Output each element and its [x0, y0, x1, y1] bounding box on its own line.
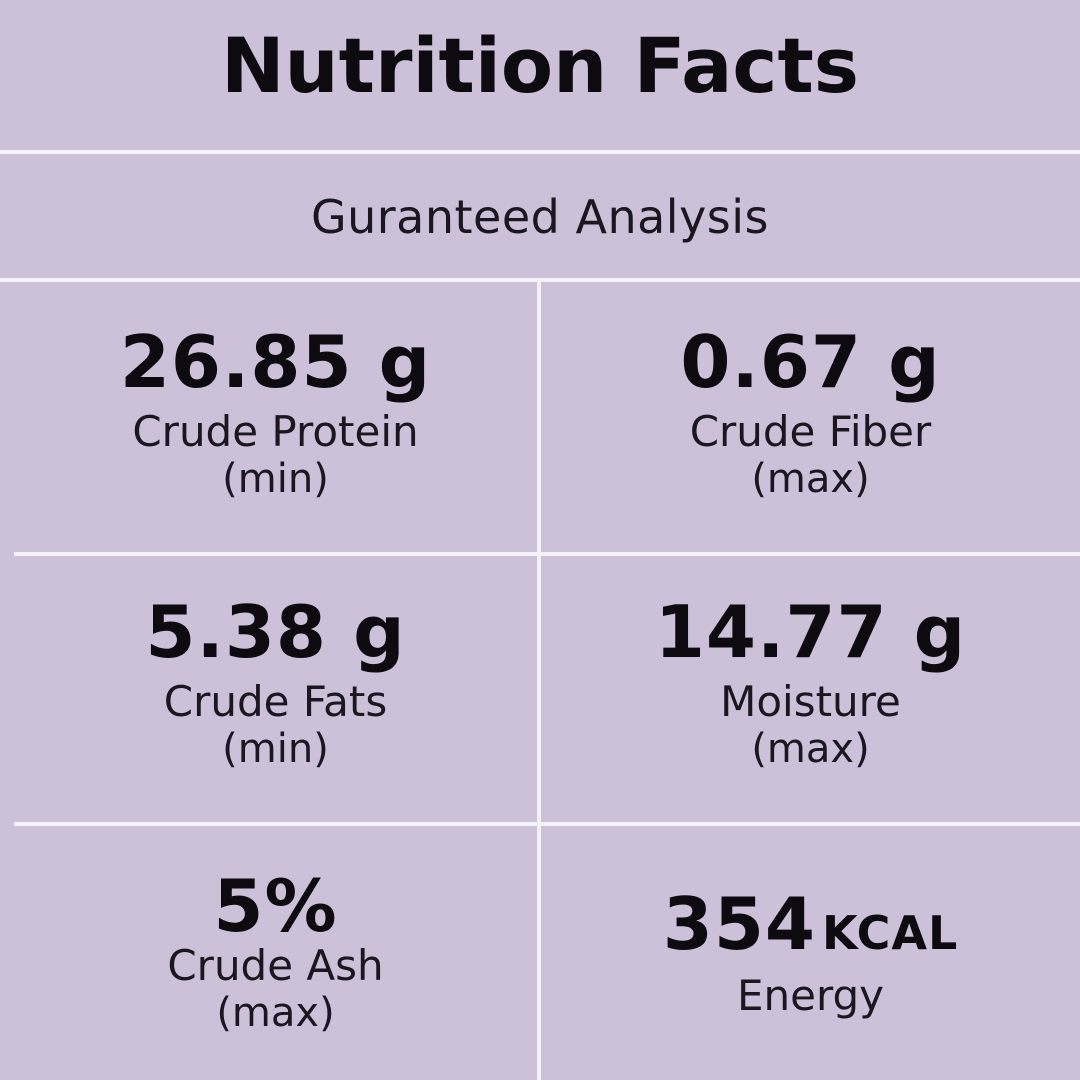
divider-subtitle: [0, 278, 1080, 282]
nutrient-cell-ash: 5% Crude Ash (max): [14, 870, 537, 1036]
nutrient-name: Energy: [736, 971, 885, 1020]
divider-row-1: [14, 552, 1080, 556]
section-subtitle: Guranteed Analysis: [310, 190, 770, 244]
nutrient-cell-fats: 5.38 g Crude Fats (min): [14, 596, 537, 772]
nutrient-qualifier: (max): [751, 726, 870, 773]
nutrient-name: Crude Fats: [163, 677, 388, 726]
divider-column: [537, 282, 541, 1080]
nutrient-value: 5%: [213, 864, 338, 948]
nutrient-name: Crude Protein: [132, 407, 419, 456]
nutrient-value: 14.77 g: [654, 590, 967, 674]
nutrient-value: 5.38 g: [145, 590, 406, 674]
nutrient-value: 26.85 g: [119, 320, 432, 404]
nutrient-qualifier: (max): [751, 456, 870, 503]
nutrient-cell-protein: 26.85 g Crude Protein (min): [14, 326, 537, 502]
divider-title: [0, 150, 1080, 154]
nutrient-value: 0.67 g: [680, 320, 941, 404]
nutrient-value: 354 KCAL: [663, 888, 959, 960]
nutrient-name: Moisture: [720, 677, 901, 726]
page-title: Nutrition Facts: [220, 20, 860, 110]
nutrient-name: Crude Ash: [167, 941, 384, 990]
energy-amount: 354: [662, 882, 817, 966]
nutrient-qualifier: (min): [222, 456, 329, 503]
nutrient-cell-moisture: 14.77 g Moisture (max): [541, 596, 1080, 772]
nutrient-cell-energy: 354 KCAL Energy: [541, 888, 1080, 1020]
divider-row-2: [14, 822, 1080, 826]
nutrient-qualifier: (max): [216, 990, 335, 1037]
energy-unit: KCAL: [822, 906, 959, 960]
nutrient-name: Crude Fiber: [689, 407, 932, 456]
nutrient-cell-fiber: 0.67 g Crude Fiber (max): [541, 326, 1080, 502]
nutrient-qualifier: (min): [222, 726, 329, 773]
